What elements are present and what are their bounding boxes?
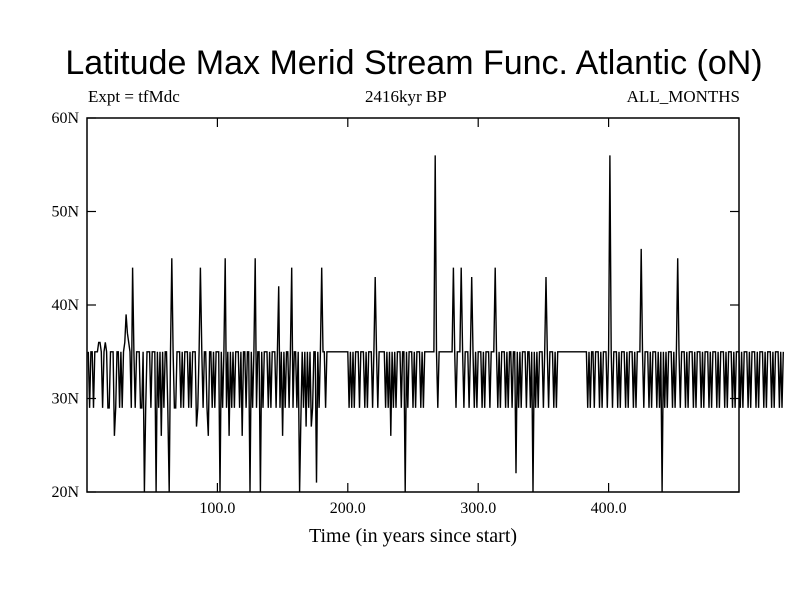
x-axis-title: Time (in years since start)	[309, 525, 517, 547]
x-tick-label: 200.0	[330, 500, 366, 517]
y-tick-label: 60N	[51, 110, 79, 127]
y-tick-label: 50N	[51, 204, 79, 221]
y-tick-label: 40N	[51, 297, 79, 314]
months-label: ALL_MONTHS	[626, 87, 740, 106]
series-line	[87, 155, 784, 493]
experiment-label: Expt = tfMdc	[88, 87, 180, 106]
x-tick-label: 400.0	[591, 500, 627, 517]
plot-frame	[86, 117, 740, 493]
y-tick-label: 30N	[51, 391, 79, 408]
chart-title: Latitude Max Merid Stream Func. Atlantic…	[65, 44, 763, 82]
period-label: 2416kyr BP	[365, 87, 447, 106]
x-tick-label: 300.0	[460, 500, 496, 517]
axis-ticks: 20N 30N 40N 50N 60N 100.0 200.0 300.0 400.0	[51, 110, 739, 517]
x-tick-label: 100.0	[199, 500, 235, 517]
y-tick-label: 20N	[51, 484, 79, 501]
